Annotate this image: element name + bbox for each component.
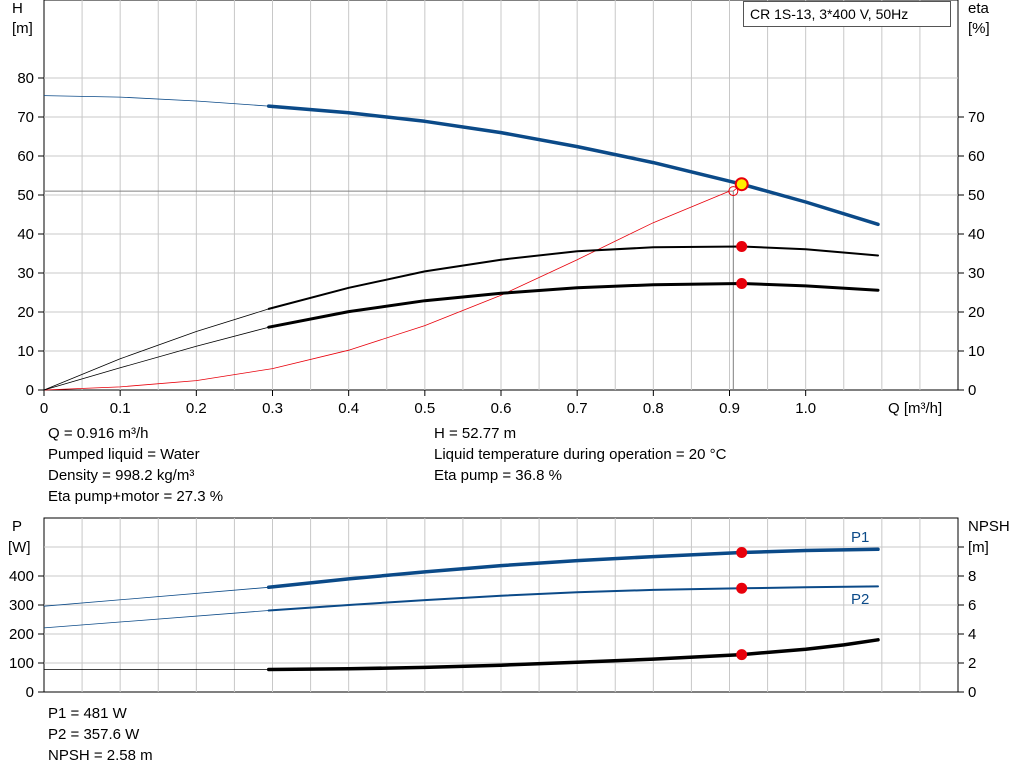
y-right-tick-label: 30 (968, 265, 985, 282)
x-tick-label: 0.8 (643, 400, 664, 417)
p-tick-label: 100 (9, 655, 34, 672)
y-left-tick-label: 60 (17, 148, 34, 165)
curve-p2 (267, 585, 879, 612)
x-tick-label: 0.3 (262, 400, 283, 417)
npsh-tick-label: 2 (968, 655, 976, 672)
curve-eta-pump (267, 245, 879, 310)
duty-point-head-marker (734, 177, 749, 192)
y-left-tick-label: 10 (17, 343, 34, 360)
duty-point-p1-marker (736, 547, 748, 559)
npsh-axis-label: NPSH (968, 518, 1010, 535)
x-tick-label: 0.6 (491, 400, 512, 417)
p-axis-unit: [W] (8, 539, 31, 556)
curve-p1 (266, 547, 880, 590)
info-temperature: Liquid temperature during operation = 20… (434, 446, 727, 463)
info-eta-total: Eta pump+motor = 27.3 % (48, 488, 224, 505)
y-left-tick-label: 70 (17, 109, 34, 126)
curve-p2-thin (43, 610, 269, 629)
p-tick-label: 0 (26, 684, 34, 701)
npsh-tick-label: 0 (968, 684, 976, 701)
series-label-p1: P1 (851, 529, 869, 546)
x-tick-label: 0.9 (719, 400, 740, 417)
y-left-tick-label: 0 (26, 382, 34, 399)
info-pumped-liquid: Pumped liquid = Water (48, 446, 200, 463)
info-panel-bottom: P1 = 481 W P2 = 357.6 W NPSH = 2.58 m (48, 703, 153, 766)
info-panel-left: Q = 0.916 m³/h Pumped liquid = Water Den… (48, 423, 223, 507)
duty-point-eta-pump-marker (736, 240, 748, 252)
info-density: Density = 998.2 kg/m³ (48, 467, 195, 484)
x-tick-label: 0.4 (338, 400, 359, 417)
info-flow: Q = 0.916 m³/h (48, 425, 149, 442)
x-tick-label: 0.2 (186, 400, 207, 417)
npsh-tick-label: 6 (968, 597, 976, 614)
info-p1: P1 = 481 W (48, 705, 127, 722)
legend-box-text: CR 1S-13, 3*400 V, 50Hz (750, 6, 909, 22)
npsh-tick-label: 4 (968, 626, 976, 643)
x-tick-label: 0.7 (567, 400, 588, 417)
y-right-tick-label: 50 (968, 187, 985, 204)
p-axis-label: P (12, 518, 22, 535)
y-left-tick-label: 30 (17, 265, 34, 282)
duty-point-eta-total-marker (736, 278, 748, 290)
y-right-tick-label: 40 (968, 226, 985, 243)
y-left-axis-label: H (12, 0, 23, 17)
npsh-unit-tick-label: [m] (968, 539, 989, 556)
curve-npsh-thin (43, 190, 730, 391)
y-right-tick-label: 0 (968, 382, 976, 399)
curve-eta-total-thin (43, 326, 269, 391)
legend-box: CR 1S-13, 3*400 V, 50Hz (743, 1, 951, 27)
x-tick-label: 0 (40, 400, 48, 417)
y-left-tick-label: 80 (17, 70, 34, 87)
curve-eta-total (267, 282, 880, 329)
y-left-axis-unit: [m] (12, 20, 33, 37)
curve-head (266, 104, 880, 227)
x-axis-label: Q [m³/h] (888, 400, 942, 417)
y-left-tick-label: 50 (17, 187, 34, 204)
info-eta-pump: Eta pump = 36.8 % (434, 467, 562, 484)
curve-head-thin (43, 95, 269, 107)
npsh-tick-label: 8 (968, 568, 976, 585)
y-right-axis-unit: [%] (968, 20, 990, 37)
info-npsh: NPSH = 2.58 m (48, 747, 153, 764)
curve-p1-thin (43, 586, 269, 607)
info-panel-right: H = 52.77 m Liquid temperature during op… (434, 423, 726, 486)
info-p2: P2 = 357.6 W (48, 726, 140, 743)
y-right-tick-label: 60 (968, 148, 985, 165)
y-left-tick-label: 40 (17, 226, 34, 243)
x-tick-label: 0.1 (110, 400, 131, 417)
red-hollow-marker (728, 186, 739, 197)
x-tick-label: 0.5 (414, 400, 435, 417)
duty-point-p2-marker (736, 582, 748, 594)
y-right-tick-label: 10 (968, 343, 985, 360)
p-tick-label: 300 (9, 597, 34, 614)
duty-point-npsh-marker (736, 649, 748, 661)
y-left-tick-label: 20 (17, 304, 34, 321)
y-right-tick-label: 20 (968, 304, 985, 321)
curve-eta-pump-thin (43, 308, 269, 391)
info-head: H = 52.77 m (434, 425, 517, 442)
y-right-tick-label: 70 (968, 109, 985, 126)
p-tick-label: 400 (9, 568, 34, 585)
curve-npsh (266, 638, 880, 672)
p-tick-label: 200 (9, 626, 34, 643)
x-tick-label: 1.0 (795, 400, 816, 417)
series-label-p2: P2 (851, 591, 869, 608)
y-right-axis-label: eta (968, 0, 990, 17)
